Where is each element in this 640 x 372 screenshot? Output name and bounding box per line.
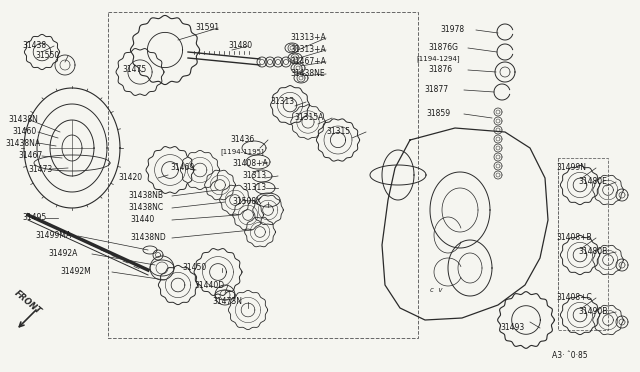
Text: 31467+A: 31467+A xyxy=(290,58,326,67)
Text: 31420: 31420 xyxy=(118,173,142,183)
Text: 31438ND: 31438ND xyxy=(130,234,166,243)
Text: 31438NC: 31438NC xyxy=(128,203,163,212)
Text: 31313: 31313 xyxy=(242,171,266,180)
Text: 31313+A: 31313+A xyxy=(290,45,326,55)
Text: 31438NB: 31438NB xyxy=(128,192,163,201)
Text: 31438: 31438 xyxy=(22,42,46,51)
Text: 31876: 31876 xyxy=(428,65,452,74)
Text: 31490B: 31490B xyxy=(578,308,607,317)
Text: 31438NA: 31438NA xyxy=(5,138,40,148)
Text: 31859: 31859 xyxy=(426,109,450,119)
Text: 31508X: 31508X xyxy=(232,198,261,206)
Text: 31492A: 31492A xyxy=(48,250,77,259)
Text: 31440: 31440 xyxy=(130,215,154,224)
Text: 31495: 31495 xyxy=(22,214,46,222)
Text: [1194-1294]: [1194-1294] xyxy=(416,56,460,62)
Text: 31313+A: 31313+A xyxy=(290,33,326,42)
Text: 31460: 31460 xyxy=(12,128,36,137)
Text: 31436: 31436 xyxy=(230,135,254,144)
Text: 31499N: 31499N xyxy=(556,164,586,173)
Text: 31591: 31591 xyxy=(195,23,219,32)
Text: 31475: 31475 xyxy=(122,65,147,74)
Text: 31313: 31313 xyxy=(270,97,294,106)
Text: 31480: 31480 xyxy=(228,42,252,51)
Text: A3· ˆ0·85: A3· ˆ0·85 xyxy=(552,352,588,360)
Text: 31313: 31313 xyxy=(242,183,266,192)
Text: 31550: 31550 xyxy=(35,51,60,61)
Text: 31492M: 31492M xyxy=(60,267,91,276)
Text: [1194-1195]: [1194-1195] xyxy=(220,149,264,155)
Text: 31480B: 31480B xyxy=(578,247,607,257)
Bar xyxy=(108,12,418,338)
Text: 31408+C: 31408+C xyxy=(556,294,592,302)
Text: 31467: 31467 xyxy=(18,151,42,160)
Text: 31876G: 31876G xyxy=(428,44,458,52)
Text: 31408+A: 31408+A xyxy=(232,158,268,167)
Text: c  v: c v xyxy=(430,287,442,293)
Text: 31473N: 31473N xyxy=(212,298,242,307)
Text: 31480E: 31480E xyxy=(578,177,607,186)
Text: 31469: 31469 xyxy=(170,164,195,173)
Text: FRONT: FRONT xyxy=(13,288,43,316)
Text: 31978: 31978 xyxy=(440,26,464,35)
Text: 31438NE: 31438NE xyxy=(290,70,324,78)
Text: 31493: 31493 xyxy=(500,324,524,333)
Text: 31438N: 31438N xyxy=(8,115,38,125)
Text: 31440D: 31440D xyxy=(194,280,224,289)
Text: 31473: 31473 xyxy=(28,164,52,173)
Text: 31877: 31877 xyxy=(424,86,448,94)
Text: 31315: 31315 xyxy=(326,128,350,137)
Text: 31315A: 31315A xyxy=(294,113,323,122)
Text: 31499MA: 31499MA xyxy=(35,231,71,241)
Text: 31450: 31450 xyxy=(182,263,206,273)
Text: 31408+B: 31408+B xyxy=(556,234,591,243)
